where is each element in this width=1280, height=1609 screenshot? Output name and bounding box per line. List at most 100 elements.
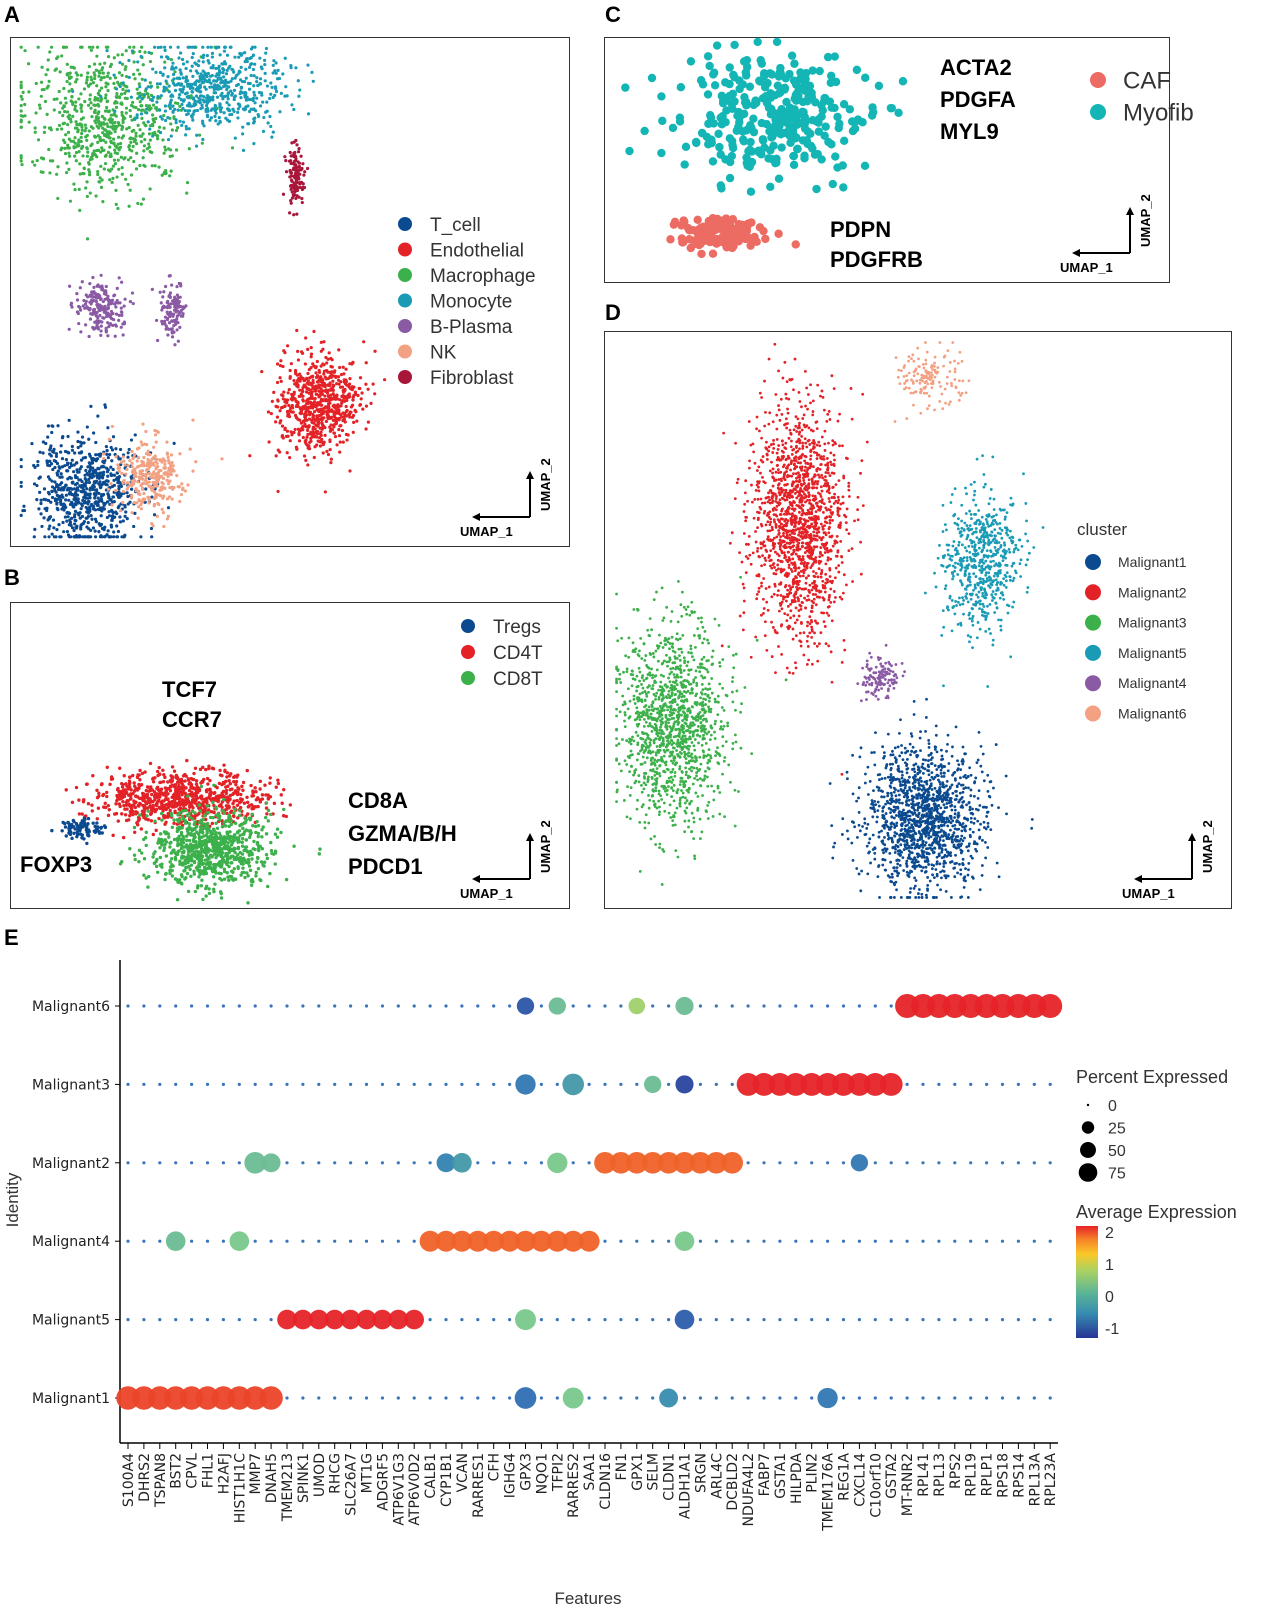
cell-point (281, 397, 285, 401)
cell-point (143, 770, 147, 774)
cell-point (55, 56, 59, 61)
cell-point (144, 475, 148, 480)
cell-point (145, 147, 149, 151)
cell-point (99, 297, 103, 301)
cell-point (42, 487, 47, 491)
cell-point (325, 449, 329, 453)
cell-point (137, 72, 142, 76)
cell-point (170, 319, 174, 323)
cell-point (159, 474, 164, 478)
cell-point (164, 79, 168, 83)
cell-point (197, 803, 201, 807)
umap1-label: UMAP_1 (460, 524, 513, 539)
cell-point (189, 776, 193, 781)
cell-point (107, 510, 111, 514)
cell-point (187, 127, 191, 131)
cell-point (308, 396, 312, 401)
cell-point (318, 847, 322, 851)
cell-point (337, 427, 341, 432)
cell-point (32, 482, 37, 486)
cell-point (91, 311, 95, 315)
cell-point (298, 172, 302, 176)
cell-point (86, 802, 91, 806)
cell-point (292, 430, 296, 435)
cluster-monocyte (71, 45, 315, 152)
cell-point (106, 321, 110, 325)
cell-point (160, 803, 164, 807)
cell-point (239, 792, 243, 797)
cell-point (100, 114, 104, 118)
cell-point (212, 79, 216, 83)
cell-point (78, 478, 83, 482)
cell-point (125, 491, 129, 495)
cell-point (118, 447, 123, 452)
cell-point (158, 108, 162, 112)
cell-point (200, 779, 204, 783)
cell-point (64, 133, 68, 137)
cell-point (202, 814, 206, 818)
cell-point (149, 526, 154, 531)
cell-point (275, 380, 280, 385)
cell-point (65, 79, 69, 84)
cell-point (73, 154, 77, 158)
cell-point (76, 445, 80, 450)
cell-point (120, 860, 124, 864)
cell-point (202, 865, 207, 870)
cell-point (211, 63, 215, 68)
cell-point (154, 459, 158, 464)
cell-point (189, 94, 193, 98)
cell-point (218, 104, 222, 109)
cell-point (273, 69, 277, 73)
cell-point (77, 138, 81, 142)
cell-point (50, 430, 54, 435)
cell-point (155, 338, 160, 343)
cell-point (317, 379, 322, 383)
cell-point (244, 828, 249, 832)
cell-point (364, 361, 368, 365)
cell-point (174, 128, 179, 133)
cell-point (244, 76, 248, 80)
cell-point (201, 60, 205, 64)
cell-point (263, 815, 268, 820)
cell-point (86, 496, 90, 500)
cell-point (288, 211, 292, 215)
cell-point (317, 852, 322, 856)
cell-point (97, 791, 101, 795)
cell-point (212, 91, 216, 95)
cell-point (142, 163, 146, 167)
cell-point (327, 351, 331, 355)
cell-point (126, 464, 130, 468)
cell-point (173, 305, 177, 309)
cell-point (227, 107, 231, 112)
cell-point (155, 429, 159, 434)
cell-point (169, 148, 173, 152)
cell-point (95, 148, 99, 153)
cell-point (105, 515, 109, 520)
cell-point (102, 75, 106, 79)
cell-point (125, 799, 129, 803)
cell-point (130, 137, 135, 141)
cell-point (100, 464, 105, 468)
cell-point (106, 71, 110, 75)
cell-point (246, 857, 251, 862)
cell-point (290, 103, 294, 107)
cell-point (150, 535, 154, 539)
cell-point (169, 453, 174, 457)
cell-point (128, 137, 132, 141)
cell-point (339, 423, 343, 428)
cell-point (289, 406, 293, 410)
cell-point (310, 390, 314, 394)
cell-point (19, 103, 23, 108)
cell-point (104, 93, 108, 97)
cell-point (207, 856, 211, 861)
cell-point (62, 104, 66, 108)
cell-point (221, 809, 225, 813)
cell-point (19, 484, 23, 488)
cell-point (65, 519, 69, 523)
cell-point (219, 896, 224, 900)
cell-point (45, 506, 49, 510)
cell-point (128, 188, 132, 192)
cell-point (230, 77, 234, 81)
cluster-nk (102, 418, 224, 529)
cell-point (220, 805, 224, 809)
